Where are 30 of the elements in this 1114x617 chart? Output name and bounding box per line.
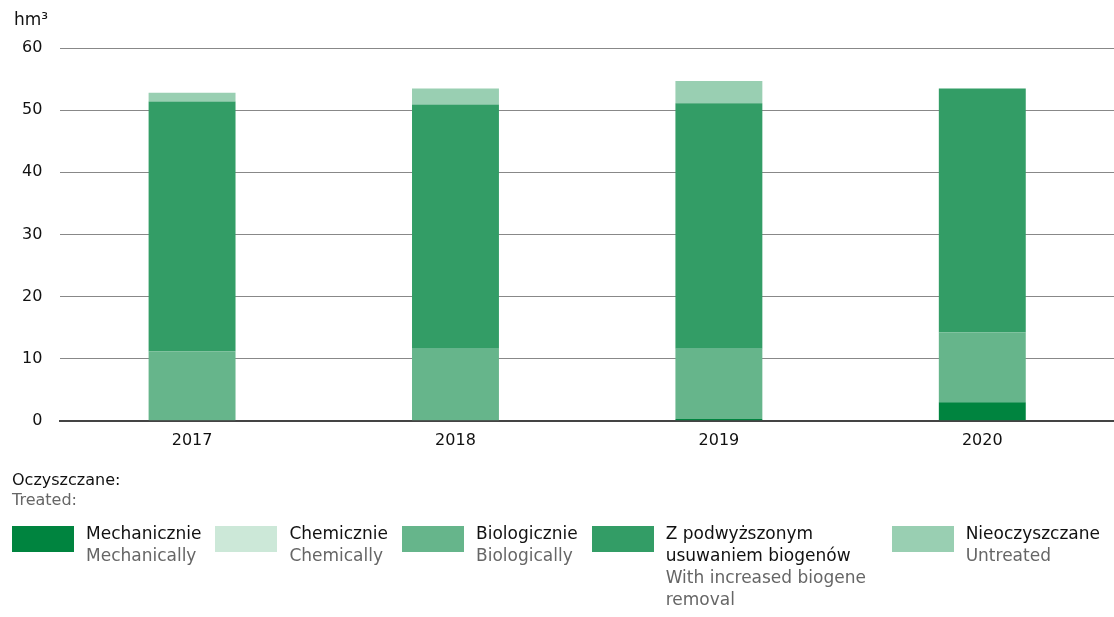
bar bbox=[412, 348, 499, 421]
bar bbox=[412, 104, 499, 349]
bar bbox=[675, 80, 763, 104]
bar bbox=[412, 88, 499, 105]
y-axis-title: hm³ bbox=[14, 8, 49, 29]
bar bbox=[148, 101, 236, 352]
bar bbox=[675, 348, 763, 419]
legend-title: Oczyszczane: Treated: bbox=[12, 470, 121, 510]
x-tick-label: 2017 bbox=[171, 429, 213, 449]
legend-label: Z podwyższonym usuwaniem biogenów With increased biogene removal bbox=[665, 522, 867, 610]
y-tick-label: 60 bbox=[22, 37, 43, 57]
bar bbox=[938, 332, 1026, 403]
x-tick-label: 2020 bbox=[961, 429, 1003, 449]
bar bbox=[938, 88, 1026, 333]
legend-label: Nieoczyszczane Untreated bbox=[965, 522, 1100, 566]
y-tick-label: 0 bbox=[32, 409, 43, 429]
x-tick-label: 2019 bbox=[698, 429, 740, 449]
bar bbox=[148, 351, 236, 421]
legend-label: Mechanicznie Mechanically bbox=[86, 522, 202, 566]
y-tick-label: 30 bbox=[22, 223, 43, 243]
bar bbox=[675, 103, 763, 349]
y-tick-label: 50 bbox=[22, 99, 43, 119]
bar bbox=[938, 402, 1026, 421]
bar bbox=[148, 92, 236, 102]
legend-label: Chemicznie Chemically bbox=[289, 522, 389, 566]
y-tick-label: 10 bbox=[22, 347, 43, 367]
y-tick-label: 20 bbox=[22, 285, 43, 305]
y-tick-label: 40 bbox=[22, 161, 43, 181]
legend-label: Biologicznie Biologically bbox=[476, 522, 578, 566]
x-tick-label: 2018 bbox=[435, 429, 476, 449]
